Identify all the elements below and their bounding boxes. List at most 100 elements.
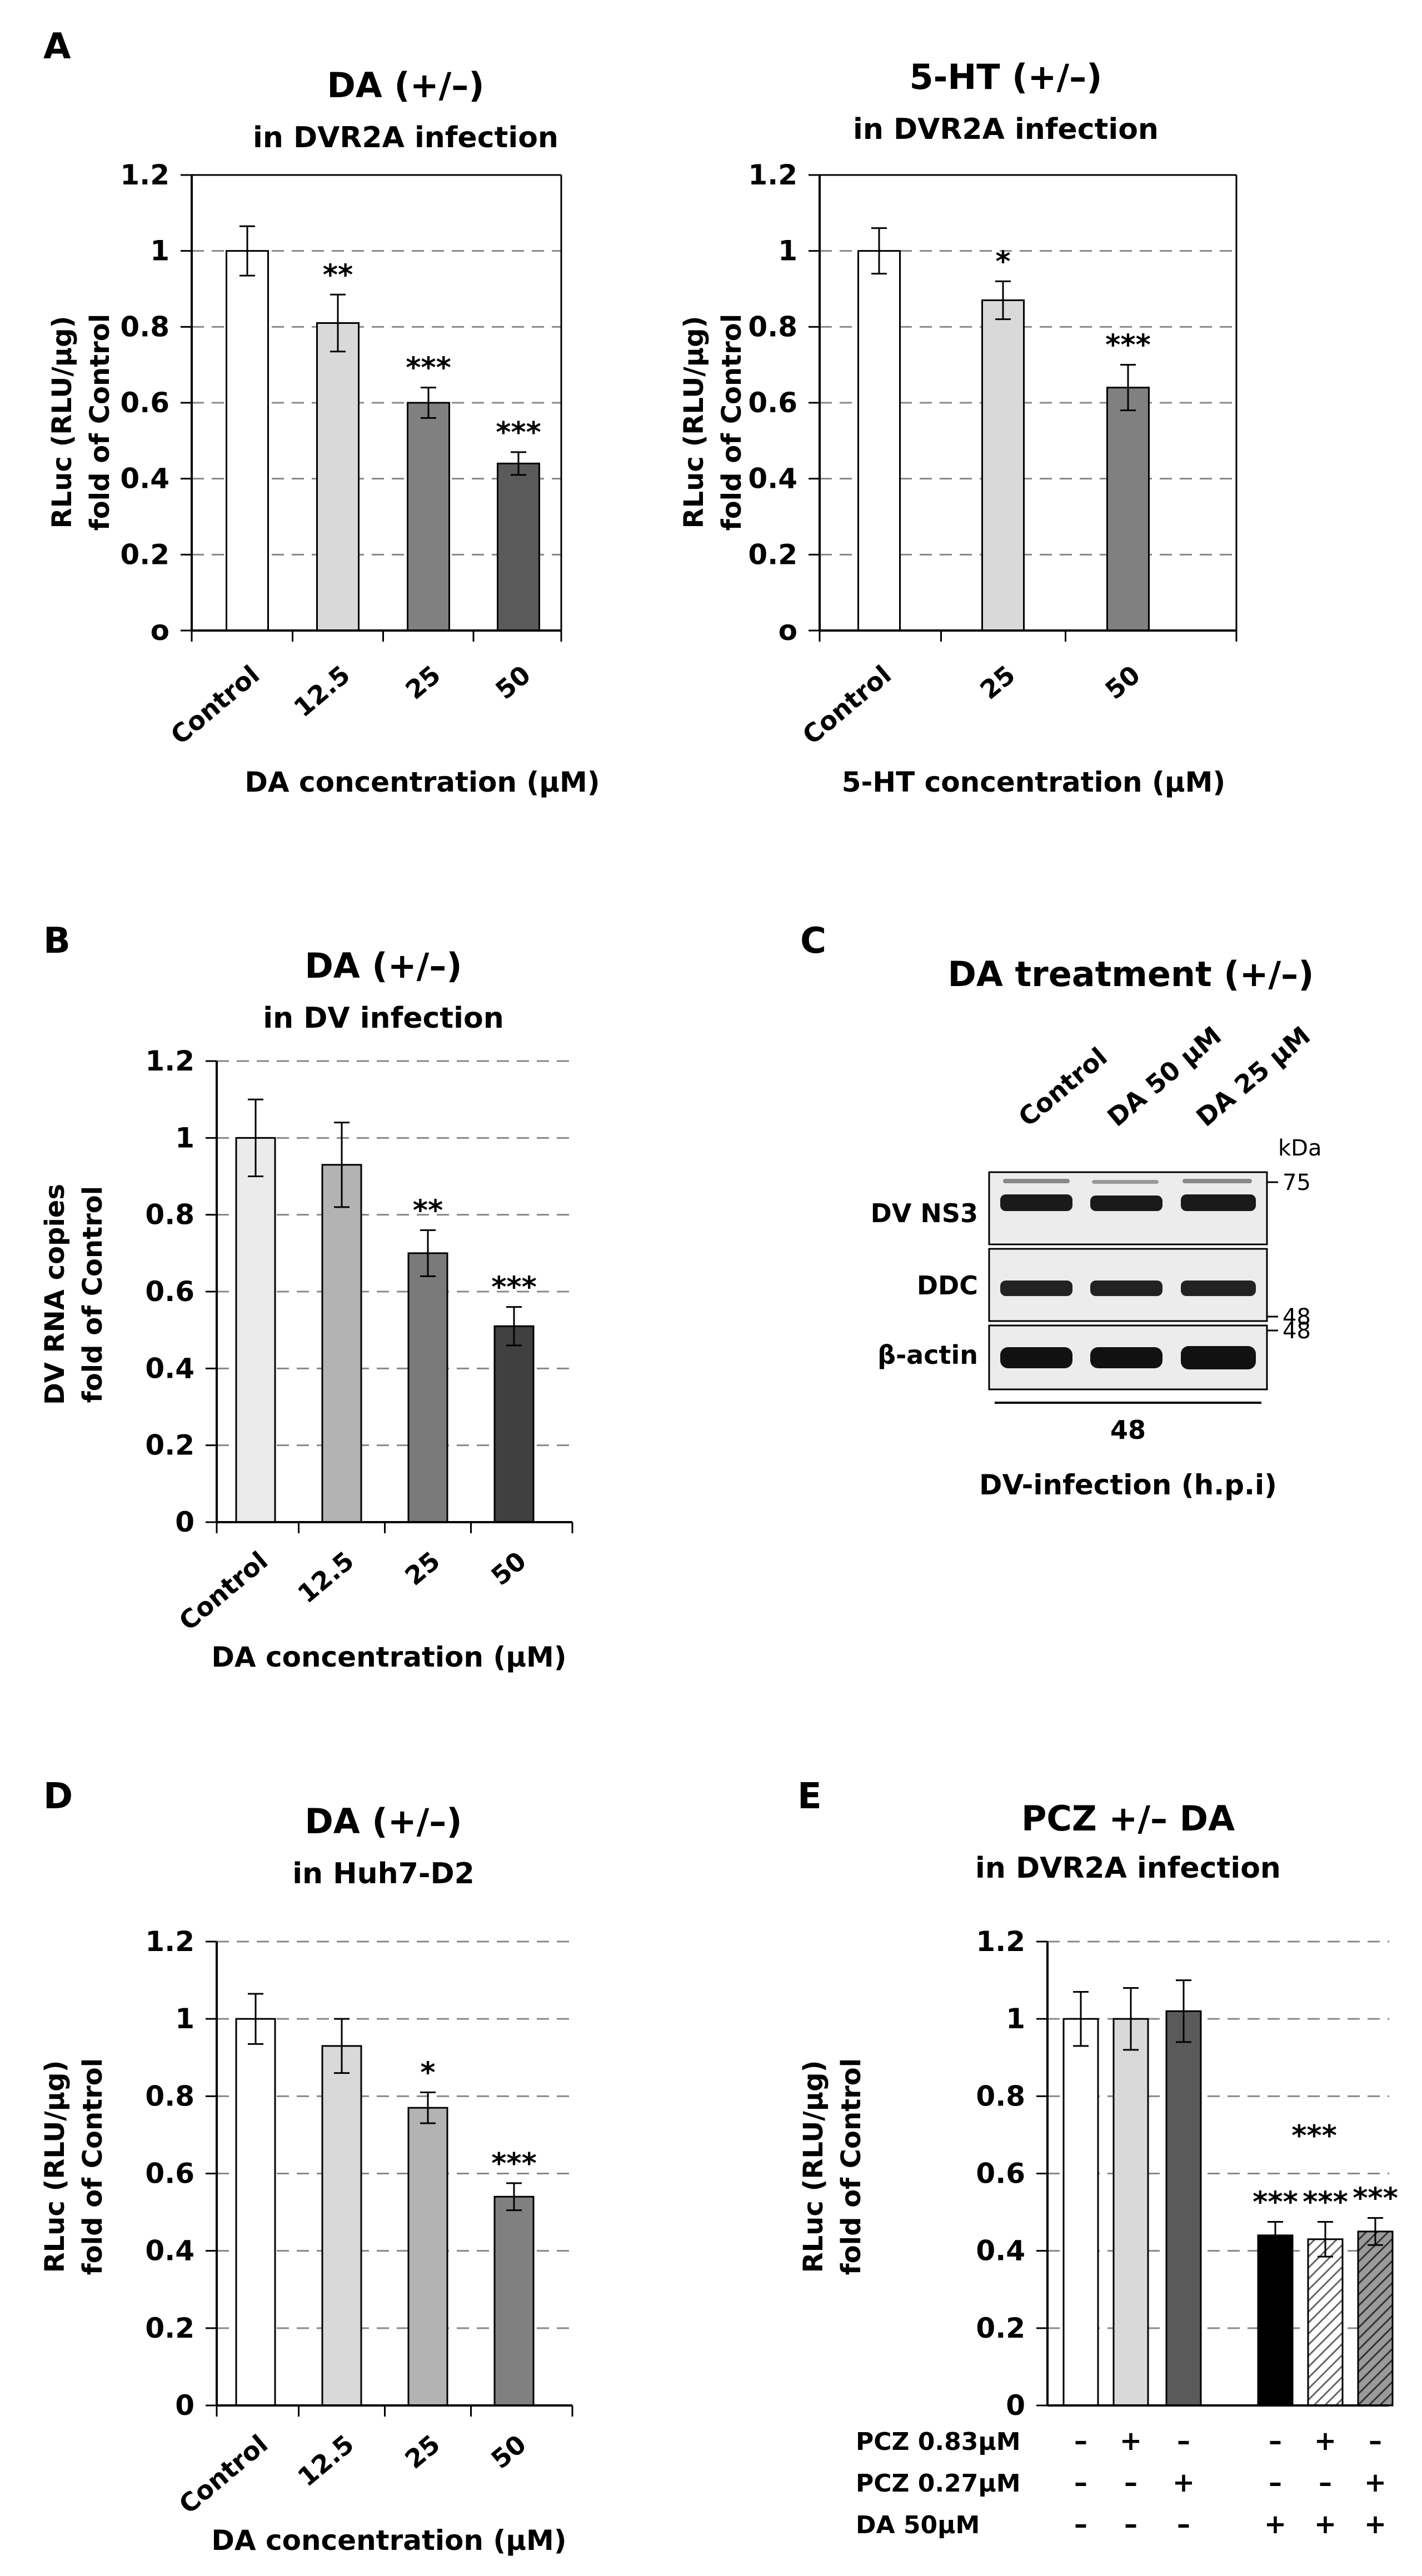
x-axis-label: DA concentration (μM)	[245, 766, 600, 798]
chart-e: E PCZ +/– DA in DVR2A infection RLuc (RL…	[797, 1776, 1398, 2540]
significance-label: ***	[1353, 2182, 1398, 2215]
y-ticks: o 0.2 0.4 0.6 0.8 1 1.2	[748, 159, 820, 647]
bar	[407, 402, 450, 632]
bar	[1106, 387, 1150, 632]
significance-label: ***	[1303, 2185, 1348, 2219]
condition-label: PCZ 0.83μM	[856, 2428, 1020, 2456]
condition-mark: +	[1314, 2425, 1336, 2457]
bar	[493, 2195, 535, 2407]
y-tick-label: 0	[175, 2389, 194, 2422]
x-axis-label: DA concentration (μM)	[211, 1641, 566, 1673]
y-tick-label: 0.2	[120, 538, 169, 571]
condition-mark: –	[1177, 2509, 1190, 2540]
x-tick-label: 12.5	[288, 659, 356, 723]
y-tick-label: 1	[175, 1122, 194, 1154]
significance-label: ***	[1253, 2185, 1298, 2219]
condition-mark: –	[1074, 2509, 1087, 2540]
panel-label-a: A	[43, 26, 71, 67]
condition-mark: –	[1074, 2467, 1087, 2498]
y-tick-label: 0.4	[120, 463, 169, 495]
y-tick-label: 0.8	[748, 311, 797, 343]
band-label-ns3: DV NS3	[871, 1198, 978, 1228]
axes	[819, 174, 1238, 642]
significance-label: ***	[491, 2147, 537, 2180]
band	[1000, 1194, 1072, 1211]
bars: ****	[857, 227, 1151, 632]
bar	[235, 1137, 276, 1523]
panel-label-e: E	[797, 1776, 822, 1817]
x-tick-label: 50	[1099, 659, 1146, 706]
x-tick-label: Control	[797, 659, 897, 751]
x-axis-label: DA concentration (μM)	[211, 2524, 566, 2557]
y-tick-label: 0.6	[748, 387, 797, 419]
y-axis-label-line1: DV RNA copies	[39, 1184, 71, 1405]
marker-label-ns3: 75	[1283, 1170, 1311, 1196]
x-tick-label: 25	[399, 1545, 446, 1592]
blot-title: DA treatment (+/–)	[947, 954, 1314, 994]
bar	[407, 1252, 448, 1523]
y-tick-label: 1.2	[145, 1925, 194, 1958]
bar	[857, 250, 901, 632]
condition-mark: –	[1124, 2467, 1137, 2498]
bar	[316, 322, 360, 632]
chart-title: 5-HT (+/–)	[910, 57, 1102, 97]
band	[1181, 1281, 1256, 1296]
bar	[981, 299, 1025, 632]
condition-mark: +	[1264, 2509, 1286, 2540]
significance-label: *	[420, 2056, 435, 2089]
x-tick-label: 12.5	[292, 1545, 360, 1609]
marker-label-actin: 48	[1283, 1318, 1311, 1344]
band-faint	[1003, 1179, 1070, 1183]
x-tick-labels: Control 12.5 25 50	[173, 1545, 532, 1637]
chart-title: DA (+/–)	[305, 946, 462, 986]
bar	[1357, 2230, 1394, 2407]
x-tick-label: 50	[485, 1545, 532, 1592]
y-tick-label: 1	[150, 235, 169, 267]
significance-label: **	[323, 258, 353, 292]
x-tick-labels: Control 12.5 25 50	[173, 2429, 532, 2520]
y-tick-label: 1.2	[976, 1925, 1025, 1958]
y-tick-label: o	[151, 614, 169, 647]
bar	[321, 2045, 362, 2407]
significance-label: ***	[491, 1271, 537, 1304]
y-tick-label: 0.6	[976, 2158, 1025, 2190]
panel-label-b: B	[43, 921, 71, 962]
y-tick-label: 0.8	[120, 311, 169, 343]
condition-table: PCZ 0.83μM – + – – + –PCZ 0.27μM – – + – – +DA 50μM –…	[856, 2425, 1386, 2540]
chart-title: PCZ +/– DA	[1021, 1798, 1235, 1839]
axes	[1046, 1942, 1389, 2407]
blot-x-label: DV-infection (h.p.i)	[979, 1469, 1277, 1501]
chart-subtitle: in DV infection	[263, 1002, 503, 1035]
bars: *****	[235, 1098, 537, 1523]
bars: ****	[235, 1993, 537, 2407]
x-tick-label: 25	[400, 659, 446, 706]
band	[1000, 1281, 1072, 1296]
condition-mark: –	[1269, 2425, 1282, 2457]
y-tick-label: 0.2	[748, 538, 797, 571]
marker-label-ddc: 48	[1283, 1304, 1311, 1330]
y-tick-label: 1.2	[748, 159, 797, 191]
chart-a-da: A DA (+/–) in DVR2A infection RLuc (RLU/…	[43, 26, 600, 798]
y-axis-label-line1: RLuc (RLU/μg)	[47, 316, 78, 529]
y-tick-label: 0.4	[145, 1352, 194, 1384]
condition-label: PCZ 0.27μM	[856, 2469, 1020, 2498]
chart-title: DA (+/–)	[305, 1801, 462, 1842]
significance-label: *	[995, 245, 1010, 278]
time-label: 48	[1110, 1415, 1146, 1445]
y-tick-label: 0.6	[145, 2158, 194, 2190]
x-tick-labels: Control 25 50	[797, 659, 1146, 751]
y-axis-label-line1: RLuc (RLU/μg)	[678, 316, 710, 529]
band-faint	[1092, 1180, 1159, 1184]
y-tick-label: 0	[1006, 2389, 1025, 2422]
band	[1181, 1346, 1256, 1369]
condition-mark: +	[1364, 2467, 1386, 2498]
chart-title: DA (+/–)	[327, 65, 484, 106]
condition-mark: –	[1177, 2425, 1190, 2457]
y-tick-label: 1	[778, 235, 797, 267]
bar	[321, 1164, 362, 1523]
band-faint	[1182, 1179, 1252, 1183]
y-tick-label: 0.2	[145, 1429, 194, 1462]
y-tick-label: 1.2	[120, 159, 169, 191]
band	[1090, 1281, 1162, 1296]
